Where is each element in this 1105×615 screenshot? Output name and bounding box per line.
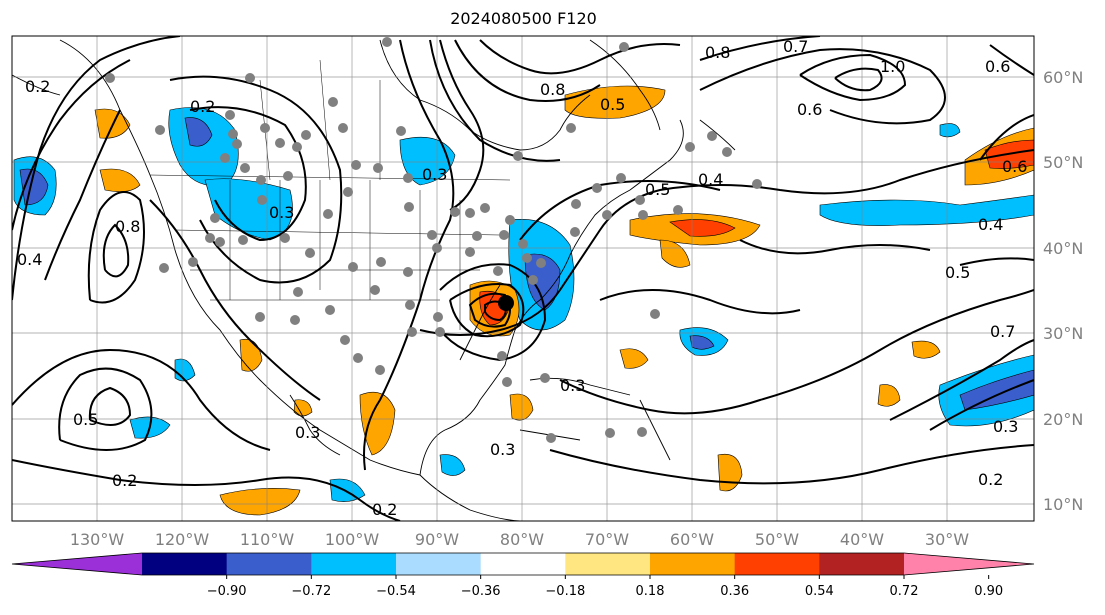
svg-text:0.8: 0.8	[705, 43, 730, 62]
svg-text:20°N: 20°N	[1043, 410, 1083, 429]
colorbar-tick-label: −0.90	[207, 584, 247, 599]
svg-text:0.5: 0.5	[945, 263, 970, 282]
colorbar-swatch	[819, 553, 905, 575]
colorbar-extend-high	[904, 553, 1034, 575]
colorbar-swatch	[734, 553, 820, 575]
svg-text:120°W: 120°W	[155, 530, 210, 549]
colorbar-swatch	[311, 553, 397, 575]
colorbar-tick-label: 0.90	[974, 584, 1003, 599]
svg-text:0.6: 0.6	[985, 57, 1010, 76]
latitude-labels: 60°N 50°N 40°N 30°N 20°N 10°N	[1043, 68, 1083, 514]
svg-text:80°W: 80°W	[500, 530, 544, 549]
colorbar-swatch	[480, 553, 566, 575]
coastlines	[12, 39, 736, 521]
svg-text:0.2: 0.2	[112, 471, 137, 490]
svg-text:0.7: 0.7	[783, 37, 808, 56]
colorbar-tick-label: −0.72	[291, 584, 331, 599]
svg-text:0.2: 0.2	[190, 97, 215, 116]
svg-text:0.4: 0.4	[698, 170, 723, 189]
svg-text:30°N: 30°N	[1043, 324, 1083, 343]
colorbar-swatch	[565, 553, 651, 575]
svg-text:40°N: 40°N	[1043, 239, 1083, 258]
svg-text:0.8: 0.8	[115, 217, 140, 236]
svg-text:110°W: 110°W	[240, 530, 295, 549]
svg-text:60°W: 60°W	[670, 530, 714, 549]
svg-text:0.5: 0.5	[600, 95, 625, 114]
colorbar-tick-label: 0.72	[890, 584, 919, 599]
colorbar-swatch	[396, 553, 482, 575]
colorbar-swatch	[142, 553, 228, 575]
svg-text:0.6: 0.6	[797, 100, 822, 119]
colorbar-tick-label: −0.18	[545, 584, 585, 599]
svg-text:0.6: 0.6	[1002, 157, 1027, 176]
shaded-anomalies	[13, 85, 1034, 516]
lat-lon-grid	[12, 36, 1034, 521]
svg-text:0.5: 0.5	[645, 180, 670, 199]
svg-text:0.7: 0.7	[990, 322, 1015, 341]
storm-center-marker	[498, 295, 514, 311]
contour-lines	[12, 36, 1034, 521]
svg-text:60°N: 60°N	[1043, 68, 1083, 87]
station-dots	[105, 37, 762, 443]
svg-text:0.8: 0.8	[540, 80, 565, 99]
colorbar-swatch	[226, 553, 312, 575]
svg-text:0.2: 0.2	[25, 77, 50, 96]
colorbar-tick-label: 0.54	[805, 584, 834, 599]
svg-text:0.4: 0.4	[17, 250, 42, 269]
svg-text:0.3: 0.3	[490, 440, 515, 459]
colorbar-tick-label: −0.54	[376, 584, 416, 599]
svg-text:0.4: 0.4	[978, 215, 1003, 234]
svg-text:0.3: 0.3	[269, 203, 294, 222]
svg-text:10°N: 10°N	[1043, 495, 1083, 514]
longitude-labels: 130°W 120°W 110°W 100°W 90°W 80°W 70°W 6…	[70, 530, 969, 549]
map-title: 2024080500 F120	[450, 9, 597, 28]
svg-text:0.2: 0.2	[372, 500, 397, 519]
contour-value-labels: 0.2 0.2 0.2 0.2 0.2 0.3 0.3 0.3 0.3 0.3 …	[17, 37, 1027, 519]
svg-text:1.0: 1.0	[880, 57, 905, 76]
colorbar-outline	[11, 552, 1035, 576]
svg-text:70°W: 70°W	[585, 530, 629, 549]
svg-text:0.3: 0.3	[993, 417, 1018, 436]
svg-text:50°W: 50°W	[755, 530, 799, 549]
svg-text:30°W: 30°W	[925, 530, 969, 549]
svg-text:130°W: 130°W	[70, 530, 125, 549]
colorbar-tick-label: 0.36	[720, 584, 749, 599]
svg-text:0.3: 0.3	[422, 165, 447, 184]
svg-text:0.3: 0.3	[560, 376, 585, 395]
colorbar: −0.90 −0.72 −0.54 −0.36 −0.18 0.18 0.36 0.54 0.7…	[11, 552, 1035, 599]
svg-text:0.3: 0.3	[295, 423, 320, 442]
svg-text:50°N: 50°N	[1043, 153, 1083, 172]
colorbar-swatch	[650, 553, 736, 575]
map-area: 0.2 0.2 0.2 0.2 0.2 0.3 0.3 0.3 0.3 0.3 …	[12, 36, 1034, 521]
svg-text:40°W: 40°W	[840, 530, 884, 549]
svg-text:100°W: 100°W	[325, 530, 380, 549]
colorbar-extend-low	[12, 553, 142, 575]
map-frame	[11, 35, 1035, 522]
svg-text:0.2: 0.2	[978, 470, 1003, 489]
colorbar-tick-label: −0.36	[461, 584, 501, 599]
svg-text:0.5: 0.5	[73, 410, 98, 429]
colorbar-tick-label: 0.18	[636, 584, 665, 599]
svg-text:90°W: 90°W	[415, 530, 459, 549]
